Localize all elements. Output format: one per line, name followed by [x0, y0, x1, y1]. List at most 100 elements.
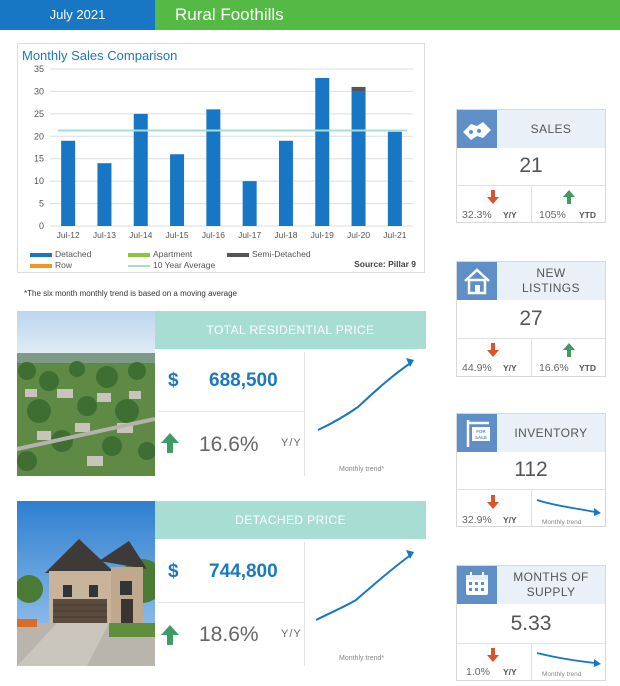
sales-card-mid-divider	[531, 185, 532, 222]
bar-detached-Jul-17	[242, 181, 257, 226]
chart-canvas: 0 5 10 15 20 25 30 35 Jul-12 Jul-13 Jul-14 Jul-15 Ju…	[34, 64, 413, 240]
months-of-supply-trend-line	[536, 652, 601, 667]
total-price-change-unit: Y/Y	[281, 437, 302, 449]
new-listings-card-mid-divider	[531, 338, 532, 376]
bar-detached-Jul-13	[97, 163, 112, 226]
y-tick-label-30: 30	[34, 86, 44, 96]
new-listings-value: 27	[519, 307, 543, 330]
legend-swatch-apartment	[128, 253, 150, 257]
x-tick-label-Jul-14: Jul-14	[129, 230, 152, 240]
bar-detached-Jul-12	[61, 140, 76, 226]
up-arrow-icon	[161, 433, 179, 453]
legend-swatch-semi-detached	[227, 253, 249, 257]
bar-semi-detached-Jul-20	[351, 86, 366, 92]
months-of-supply-card: MONTHS OF SUPPLY 5.33 1.0% Y/Y Monthly t…	[456, 565, 606, 681]
y-tick-label-20: 20	[34, 131, 44, 141]
detached-price-divider	[158, 602, 304, 603]
x-tick-label-Jul-13: Jul-13	[93, 230, 116, 240]
legend-label-10-year-average: 10 Year Average	[153, 260, 216, 270]
new-listings-card: NEW LISTINGS 27 44.9% Y/Y 16.6% YTD	[456, 261, 606, 377]
total-price-trend-caption: Monthly trend*	[339, 466, 385, 473]
bar-detached-Jul-16	[206, 109, 221, 226]
sales-card: SALES 21 32.3% Y/Y 105% YTD	[456, 109, 606, 223]
inventory-yy-value: 32.9%	[462, 514, 492, 526]
up-arrow-icon	[563, 190, 575, 204]
detached-price-change-unit: Y/Y	[281, 628, 302, 640]
total-price-value: 688,500	[209, 370, 278, 391]
detached-house-photo	[17, 501, 155, 666]
legend-swatch-row	[30, 264, 52, 268]
sales-yy-value: 32.3%	[462, 209, 492, 221]
chart-title: Monthly Sales Comparison	[22, 48, 178, 63]
bar-detached-Jul-20	[351, 91, 366, 226]
new-listings-ytd-value: 16.6%	[539, 362, 569, 374]
x-tick-label-Jul-20: Jul-20	[347, 230, 370, 240]
months-of-supply-label: MONTHS OF SUPPLY	[497, 570, 605, 600]
months-of-supply-card-mid-divider	[531, 643, 532, 680]
new-listings-label-line1: NEW	[536, 266, 566, 280]
new-listings-label-line2: LISTINGS	[522, 281, 580, 295]
months-of-supply-yy-unit: Y/Y	[503, 667, 517, 677]
total-price-trend-line	[317, 358, 414, 431]
sales-label: SALES	[530, 122, 572, 136]
new-listings-yy-value: 44.9%	[462, 362, 492, 374]
for-sale-sign-text-sale: SALE	[475, 435, 487, 440]
x-tick-label-Jul-21: Jul-21	[383, 230, 406, 240]
for-sale-sign-icon: FOR SALE	[457, 414, 497, 452]
total-price-divider	[158, 411, 304, 412]
y-tick-label-35: 35	[34, 64, 44, 74]
down-arrow-icon	[487, 190, 499, 204]
total-residential-price-banner: TOTAL RESIDENTIAL PRICE	[155, 311, 426, 349]
house-icon	[457, 262, 497, 300]
y-tick-label-5: 5	[39, 199, 44, 209]
legend-label-apartment: Apartment	[153, 249, 193, 259]
calendar-icon	[457, 566, 497, 604]
months-of-supply-value: 5.33	[510, 612, 552, 635]
x-tick-label-Jul-18: Jul-18	[274, 230, 297, 240]
new-listings-yy-unit: Y/Y	[503, 363, 517, 373]
handshake-icon	[457, 110, 497, 148]
inventory-yy-unit: Y/Y	[503, 515, 517, 525]
months-of-supply-yy-value: 1.0%	[466, 666, 490, 678]
detached-price-currency: $	[168, 561, 179, 582]
x-tick-label-Jul-15: Jul-15	[165, 230, 188, 240]
x-tick-label-Jul-16: Jul-16	[202, 230, 225, 240]
total-price-vertical-divider	[304, 352, 305, 476]
months-of-supply-trend-caption: Monthly trend	[542, 671, 582, 678]
down-arrow-icon	[487, 495, 499, 509]
sales-yy-unit: Y/Y	[503, 210, 517, 220]
y-tick-label-0: 0	[39, 221, 44, 231]
legend-label-semi-detached: Semi-Detached	[252, 249, 311, 259]
detached-price-change: 18.6%	[199, 623, 259, 646]
detached-price-banner: DETACHED PRICE	[155, 501, 426, 539]
legend-label-detached: Detached	[55, 249, 92, 259]
total-price-currency: $	[168, 370, 179, 391]
x-tick-label-Jul-19: Jul-19	[311, 230, 334, 240]
inventory-label: INVENTORY	[514, 426, 588, 440]
legend-swatch-detached	[30, 253, 52, 257]
up-arrow-icon	[563, 343, 575, 357]
inventory-card: FOR SALE INVENTORY 112 32.9% Y/Y Monthly…	[456, 413, 606, 527]
bar-detached-Jul-21	[387, 131, 402, 226]
months-of-supply-label-line2: SUPPLY	[526, 585, 576, 599]
neighborhood-aerial-photo	[17, 311, 155, 476]
for-sale-sign-text-for: FOR	[476, 429, 486, 434]
y-tick-label-25: 25	[34, 109, 44, 119]
x-tick-label-Jul-17: Jul-17	[238, 230, 261, 240]
bar-detached-Jul-15	[170, 154, 185, 226]
inventory-trend-line	[536, 499, 601, 516]
sales-ytd-unit: YTD	[579, 210, 596, 220]
down-arrow-icon	[487, 343, 499, 357]
total-price-change: 16.6%	[199, 433, 259, 456]
sales-value: 21	[519, 154, 543, 177]
detached-price-trend-caption: Monthly trend*	[339, 655, 385, 662]
chart-source: Source: Pillar 9	[354, 259, 416, 269]
months-of-supply-label-line1: MONTHS OF	[513, 570, 589, 584]
monthly-sales-chart: 0 5 10 15 20 25 30 35 Jul-12 Jul-13 Jul-14 Jul-15 Ju…	[17, 43, 425, 273]
detached-price-trend-line	[315, 550, 414, 621]
bar-detached-Jul-19	[315, 77, 330, 226]
legend-label-row: Row	[55, 260, 73, 270]
new-listings-label: NEW LISTINGS	[497, 266, 605, 296]
down-arrow-icon	[487, 648, 499, 662]
sales-ytd-value: 105%	[539, 209, 566, 221]
